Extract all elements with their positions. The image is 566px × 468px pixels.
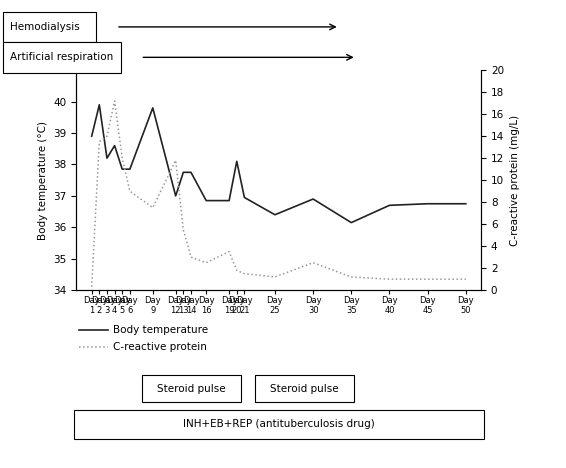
Text: Artificial respiration: Artificial respiration: [10, 52, 113, 62]
FancyBboxPatch shape: [255, 375, 354, 402]
Text: Steroid pulse: Steroid pulse: [157, 384, 225, 394]
FancyBboxPatch shape: [74, 410, 484, 439]
Text: Steroid pulse: Steroid pulse: [270, 384, 338, 394]
FancyBboxPatch shape: [3, 12, 96, 42]
Text: INH+EB+REP (antituberculosis drug): INH+EB+REP (antituberculosis drug): [183, 419, 375, 430]
Text: Body temperature: Body temperature: [113, 325, 208, 335]
Text: Hemodialysis: Hemodialysis: [10, 22, 79, 32]
Y-axis label: C-reactive protein (mg/L): C-reactive protein (mg/L): [509, 115, 520, 246]
Y-axis label: Body temperature (°C): Body temperature (°C): [38, 121, 48, 240]
FancyBboxPatch shape: [3, 42, 121, 73]
Text: C-reactive protein: C-reactive protein: [113, 342, 207, 352]
FancyBboxPatch shape: [142, 375, 241, 402]
